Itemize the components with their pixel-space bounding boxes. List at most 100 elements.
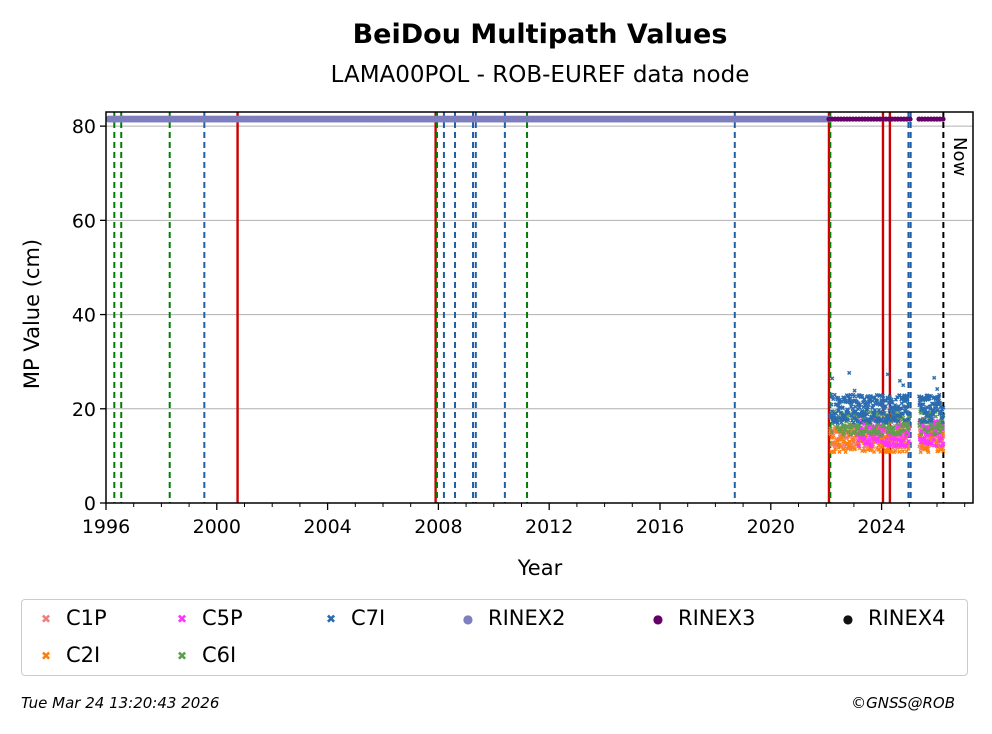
- y-axis-label: MP Value (cm): [20, 239, 44, 389]
- data-point: [852, 394, 857, 399]
- data-point: [881, 428, 886, 433]
- data-point: [884, 437, 889, 442]
- x-axis-label: Year: [517, 556, 563, 580]
- data-point: [860, 438, 865, 443]
- legend-label-c1p: C1P: [66, 606, 107, 630]
- data-point: [850, 399, 855, 404]
- data-point: [917, 400, 922, 405]
- data-point: [922, 426, 928, 431]
- data-point: [918, 436, 923, 441]
- legend-label-c7i: C7I: [351, 606, 386, 630]
- data-point: [828, 426, 833, 431]
- data-point: [846, 418, 851, 423]
- data-point: [899, 401, 904, 406]
- legend-marker-c5p: ✖: [176, 612, 188, 626]
- legend-item-c6i: ✖ C6I: [172, 643, 236, 668]
- data-point: [900, 411, 905, 416]
- data-point: [874, 392, 879, 398]
- data-point: [875, 439, 880, 444]
- data-point: [849, 402, 854, 407]
- data-point: [924, 441, 930, 446]
- data-point: [935, 386, 940, 392]
- data-point: [894, 442, 899, 447]
- data-point: [925, 410, 931, 415]
- legend-marker-c7i: ✖: [325, 612, 337, 626]
- data-point: [919, 419, 924, 425]
- legend-label-c5p: C5P: [202, 606, 243, 630]
- credit: ©GNSS@ROB: [851, 694, 955, 712]
- data-point: [835, 417, 840, 422]
- data-point: [901, 438, 906, 443]
- data-point: [881, 410, 886, 416]
- data-point: [919, 432, 924, 437]
- data-point: [866, 402, 871, 407]
- data-point: [833, 446, 838, 452]
- data-point: [932, 375, 937, 380]
- data-point: [860, 393, 865, 398]
- data-point: [917, 423, 922, 428]
- data-point: [907, 418, 912, 423]
- data-point: [829, 430, 834, 435]
- data-point: [941, 448, 946, 454]
- y-tick-label: 60: [72, 210, 96, 232]
- data-point: [847, 422, 852, 427]
- data-point: [847, 370, 852, 375]
- data-point: [926, 414, 931, 419]
- legend-item-c2i: ✖ C2I: [36, 643, 100, 668]
- data-point: [931, 412, 936, 417]
- data-point: [837, 449, 842, 454]
- data-point: [933, 414, 938, 419]
- data-point: [868, 399, 873, 404]
- data-point: [931, 437, 937, 442]
- data-point: [901, 415, 906, 420]
- data-point: [835, 420, 840, 425]
- data-point: [901, 404, 906, 409]
- data-point: [929, 418, 934, 423]
- data-point: [832, 449, 837, 454]
- data-point: [897, 449, 902, 454]
- data-point: [829, 449, 834, 454]
- data-point: [897, 443, 902, 448]
- legend-marker-c1p: ✖: [40, 612, 52, 626]
- data-point: [829, 402, 834, 407]
- data-point: [831, 396, 836, 402]
- legend-item-c5p: ✖ C5P: [172, 606, 243, 631]
- data-point: [871, 449, 877, 454]
- y-tick-label: 20: [72, 399, 96, 421]
- data-point: [905, 397, 910, 402]
- data-point: [906, 428, 911, 433]
- legend: ✖ C1P ✖ C5P ✖ C7I ● RINEX2 ● RINEX3 ● RINEX4 ✖…: [21, 599, 968, 676]
- data-point: [903, 424, 908, 429]
- y-tick-label: 40: [72, 305, 96, 327]
- data-point: [904, 393, 909, 398]
- data-point: [940, 116, 946, 122]
- data-point: [853, 429, 858, 434]
- data-point: [829, 392, 834, 397]
- data-point: [936, 448, 941, 453]
- series-rinex2: [105, 115, 833, 123]
- data-point: [906, 402, 911, 407]
- data-point: [885, 372, 890, 377]
- data-point: [888, 426, 894, 431]
- data-point: [870, 398, 875, 403]
- data-point: [883, 404, 888, 409]
- data-point: [905, 421, 910, 426]
- data-point: [867, 420, 873, 425]
- legend-label-c2i: C2I: [66, 643, 101, 667]
- timestamp: Tue Mar 24 13:20:43 2026: [21, 694, 220, 712]
- x-tick-label: 2024: [857, 516, 905, 538]
- data-point: [924, 405, 929, 410]
- data-point: [939, 436, 945, 441]
- data-point: [864, 425, 869, 430]
- now-label: Now: [949, 137, 970, 176]
- data-point: [867, 437, 872, 442]
- data-point: [893, 397, 898, 402]
- data-point: [830, 376, 835, 381]
- data-point: [891, 425, 896, 430]
- data-point: [893, 448, 898, 453]
- data-point: [904, 432, 909, 437]
- data-point: [934, 404, 939, 409]
- x-tick-label: 2004: [303, 516, 351, 538]
- chart: BeiDou Multipath Values LAMA00POL - ROB-…: [20, 19, 974, 580]
- data-point: [841, 439, 846, 444]
